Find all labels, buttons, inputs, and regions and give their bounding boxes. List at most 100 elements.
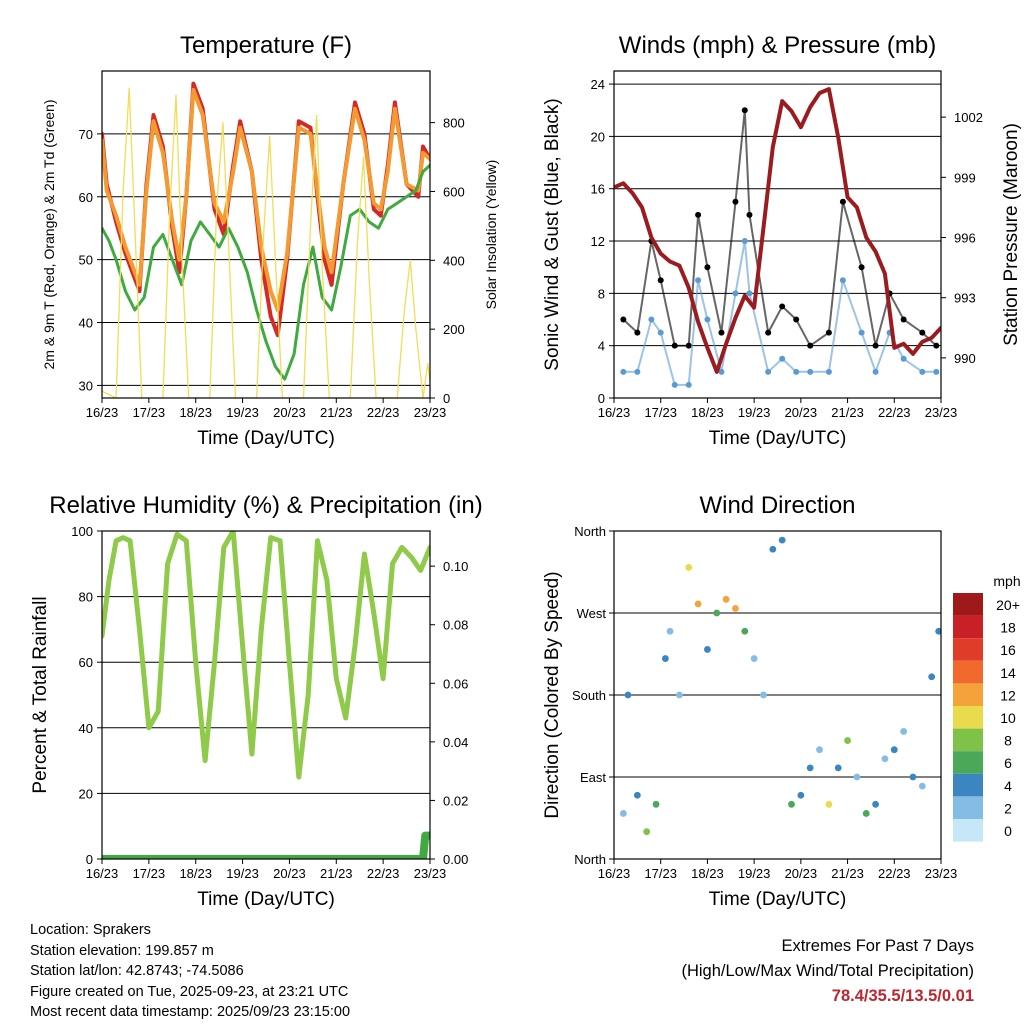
temperature-ytick-label: 60 [79,190,93,205]
wind_direction-xtick-label: 18/23 [691,866,724,881]
wind_direction-ytick-label: North [574,524,606,539]
rh-xtick-label: 17/23 [133,866,166,881]
temperature-ylabel: 2m & 9m T (Red, Orange) & 2m Td (Green) [41,100,57,370]
wind_direction-point [872,800,879,808]
winds-xtick-label: 19/23 [738,405,771,420]
rh-xtick-label: 22/23 [367,866,400,881]
winds-ytick-right-label: 996 [954,231,976,246]
rh-series-total-precipitation-line [102,831,430,859]
temperature-xtick-label: 16/23 [86,405,119,420]
wind_direction-point [722,595,730,603]
latlon-text: Station lat/lon: 42.8743; -74.5086 [30,963,244,979]
winds-ytick-label: 20 [591,129,605,144]
winds-series-station-pressure-line [614,87,941,374]
colorbar-label: 8 [1004,733,1012,749]
wind_direction-point [797,791,805,799]
rh-ytick-label: 100 [71,524,93,539]
winds-ytick-right-label: 1002 [954,110,983,125]
extremes-title: Extremes For Past 7 Days [781,937,974,955]
temperature-ytick-right-label: 400 [443,253,465,268]
colorbar-label: 6 [1004,755,1012,771]
wind_direction-xtick-label: 21/23 [831,866,864,881]
temperature-xtick-label: 19/23 [226,405,259,420]
winds-xtick-label: 23/23 [925,405,958,420]
rh-ytick-label: 0 [86,852,93,867]
winds-xtick-label: 18/23 [691,405,724,420]
temperature-xtick-label: 22/23 [367,405,400,420]
wind_direction-point [816,746,823,754]
wind_direction-point [769,545,777,553]
wind_direction-ytick-label: East [580,770,606,785]
wind_direction-point [778,536,786,544]
wind_direction-point [652,800,660,808]
colorbar-swatch [953,706,983,729]
winds-ylabel-right: Station Pressure (Maroon) [1001,123,1022,346]
wind_direction-point [928,673,936,681]
wind_direction-point [713,609,721,617]
wind_direction-point [643,828,651,836]
wind_direction-point [788,800,795,808]
wind_direction-title: Wind Direction [699,492,855,519]
wind_direction-point [825,800,833,808]
wind_direction-point [704,646,711,653]
wind_direction-ytick-label: West [577,606,607,621]
winds-xtick-label: 17/23 [644,405,677,420]
winds-xtick-label: 20/23 [785,405,818,420]
wind_direction-point [900,728,908,735]
wind_direction-xtick-label: 20/23 [785,866,818,881]
temperature-frame [101,70,431,399]
wind_direction-point [685,564,693,571]
wind_direction-ylabel: Direction (Colored By Speed) [542,571,563,818]
winds-ytick-label: 16 [591,182,605,197]
wind_direction-ytick-label: North [574,852,606,867]
colorbar-label: 0 [1004,823,1012,839]
temperature-ytick-label: 30 [79,378,93,393]
winds-ytick-label: 8 [598,286,605,301]
winds-plot-area [614,87,941,388]
winds-xtick-label: 22/23 [878,405,911,420]
temperature-xtick-label: 17/23 [133,405,166,420]
wind_direction-point [853,773,861,781]
wind_direction-point [918,782,926,790]
rh-ytick-label: 40 [79,721,93,736]
colorbar-title: mph [993,573,1020,589]
wind_direction-point [666,627,674,635]
rh-series-relative-humidity-line [102,531,430,780]
colorbar-label: 12 [1000,687,1016,703]
temperature-ytick-label: 70 [79,127,93,142]
wind_direction-point [890,746,898,754]
rh-ytick-right-label: 0.08 [443,618,468,633]
elevation-text: Station elevation: 199.857 m [30,942,214,959]
winds-series-sonic-wind-point [933,368,940,375]
temperature-ytick-right-label: 200 [443,322,465,337]
rh-ytick-label: 60 [79,655,93,670]
wind_direction-point [661,655,669,662]
rh-ytick-right-label: 0.00 [443,852,468,867]
wind_direction-frame [613,530,942,860]
rh-ytick-right-label: 0.02 [443,793,468,808]
colorbar-swatch [953,638,983,661]
winds-ytick-label: 4 [598,339,605,354]
temperature-title: Temperature (F) [180,32,352,59]
temperature-ylabel-right: Solar Insolation (Yellow) [483,160,499,310]
temperature-ytick-label: 40 [79,316,93,331]
winds-ytick-right-label: 990 [954,351,976,366]
temperature-plot-area [102,81,430,398]
station-info: Location: Sprakers Station elevation: 19… [30,920,350,1023]
colorbar-label: 20+ [996,597,1020,613]
rh-xtick-label: 21/23 [320,866,353,881]
winds-ylabel: Sonic Wind & Gust (Blue, Black) [542,98,563,370]
colorbar-swatch [953,593,983,616]
wind_direction-xtick-label: 17/23 [644,866,677,881]
temperature-series-9m-t-line [102,87,430,312]
rh-plot-area [102,531,430,859]
wind_direction-point [806,764,814,772]
wind_direction-point [694,600,702,608]
wind_direction-point [834,764,842,772]
wind_direction-point [732,605,739,612]
wind_direction-point [760,691,767,699]
wind_direction-point [741,627,749,635]
colorbar-swatch [953,660,983,684]
temperature-ytick-right-label: 600 [443,184,465,199]
winds-xtick-label: 21/23 [831,405,864,420]
